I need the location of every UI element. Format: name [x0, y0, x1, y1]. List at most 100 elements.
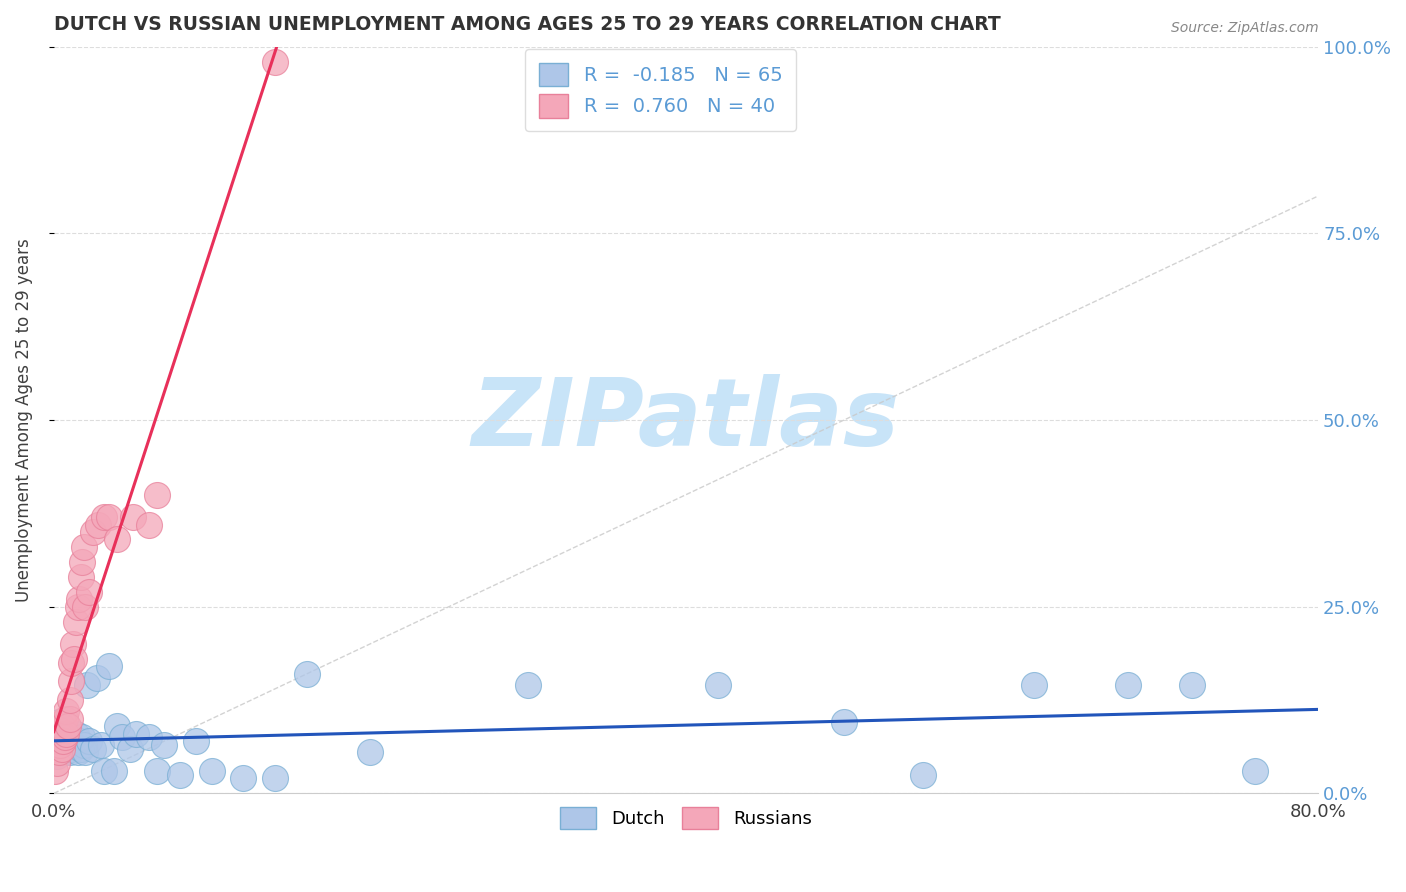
- Point: [87, 517, 110, 532]
- Point: [82, 741, 104, 756]
- Text: DUTCH VS RUSSIAN UNEMPLOYMENT AMONG AGES 25 TO 29 YEARS CORRELATION CHART: DUTCH VS RUSSIAN UNEMPLOYMENT AMONG AGES…: [53, 15, 1001, 34]
- Point: [52, 738, 75, 752]
- Point: [56, 738, 79, 752]
- Point: [44, 741, 66, 756]
- Point: [59, 712, 82, 726]
- Point: [51, 741, 73, 756]
- Point: [138, 731, 160, 745]
- Point: [46, 719, 69, 733]
- Point: [48, 738, 70, 752]
- Point: [125, 726, 148, 740]
- Point: [49, 723, 72, 737]
- Point: [184, 734, 207, 748]
- Point: [44, 764, 66, 778]
- Point: [48, 726, 70, 740]
- Point: [44, 726, 66, 740]
- Point: [49, 723, 72, 737]
- Point: [111, 731, 134, 745]
- Point: [1022, 678, 1045, 692]
- Point: [1244, 764, 1267, 778]
- Point: [62, 731, 84, 745]
- Point: [60, 656, 83, 670]
- Point: [295, 666, 318, 681]
- Point: [55, 726, 77, 740]
- Point: [52, 726, 75, 740]
- Point: [153, 738, 176, 752]
- Point: [53, 734, 76, 748]
- Point: [169, 767, 191, 781]
- Point: [145, 488, 167, 502]
- Point: [103, 764, 125, 778]
- Point: [46, 731, 69, 745]
- Point: [51, 731, 73, 745]
- Point: [52, 734, 75, 748]
- Point: [46, 749, 69, 764]
- Point: [59, 693, 82, 707]
- Point: [53, 723, 76, 737]
- Point: [66, 745, 89, 759]
- Point: [832, 715, 855, 730]
- Point: [55, 704, 77, 718]
- Point: [232, 772, 254, 786]
- Point: [48, 745, 70, 759]
- Point: [51, 719, 73, 733]
- Point: [121, 510, 143, 524]
- Point: [86, 671, 108, 685]
- Point: [63, 652, 86, 666]
- Point: [76, 678, 98, 692]
- Point: [48, 715, 70, 730]
- Point: [1181, 678, 1204, 692]
- Point: [1118, 678, 1140, 692]
- Point: [72, 555, 94, 569]
- Point: [93, 510, 115, 524]
- Point: [46, 756, 69, 771]
- Point: [98, 659, 121, 673]
- Point: [77, 734, 100, 748]
- Point: [75, 745, 97, 759]
- Point: [51, 741, 73, 756]
- Legend: Dutch, Russians: Dutch, Russians: [553, 800, 818, 837]
- Point: [359, 745, 381, 759]
- Point: [53, 731, 76, 745]
- Point: [60, 741, 83, 756]
- Point: [66, 599, 89, 614]
- Point: [59, 734, 82, 748]
- Point: [48, 726, 70, 740]
- Point: [49, 745, 72, 759]
- Point: [53, 712, 76, 726]
- Y-axis label: Unemployment Among Ages 25 to 29 years: Unemployment Among Ages 25 to 29 years: [15, 238, 32, 602]
- Point: [56, 726, 79, 740]
- Point: [264, 54, 287, 69]
- Point: [46, 734, 69, 748]
- Point: [201, 764, 224, 778]
- Point: [53, 745, 76, 759]
- Point: [52, 715, 75, 730]
- Point: [93, 764, 115, 778]
- Point: [60, 674, 83, 689]
- Point: [73, 540, 96, 554]
- Point: [62, 637, 84, 651]
- Point: [56, 719, 79, 733]
- Point: [77, 584, 100, 599]
- Point: [72, 731, 94, 745]
- Point: [118, 741, 141, 756]
- Point: [82, 524, 104, 539]
- Point: [706, 678, 728, 692]
- Point: [98, 510, 121, 524]
- Point: [73, 738, 96, 752]
- Point: [105, 719, 128, 733]
- Point: [49, 738, 72, 752]
- Point: [55, 731, 77, 745]
- Point: [49, 734, 72, 748]
- Point: [55, 741, 77, 756]
- Point: [912, 767, 935, 781]
- Point: [75, 599, 97, 614]
- Point: [69, 570, 91, 584]
- Point: [264, 772, 287, 786]
- Point: [67, 734, 90, 748]
- Point: [145, 764, 167, 778]
- Point: [44, 741, 66, 756]
- Point: [69, 741, 91, 756]
- Text: Source: ZipAtlas.com: Source: ZipAtlas.com: [1171, 21, 1319, 36]
- Point: [516, 678, 538, 692]
